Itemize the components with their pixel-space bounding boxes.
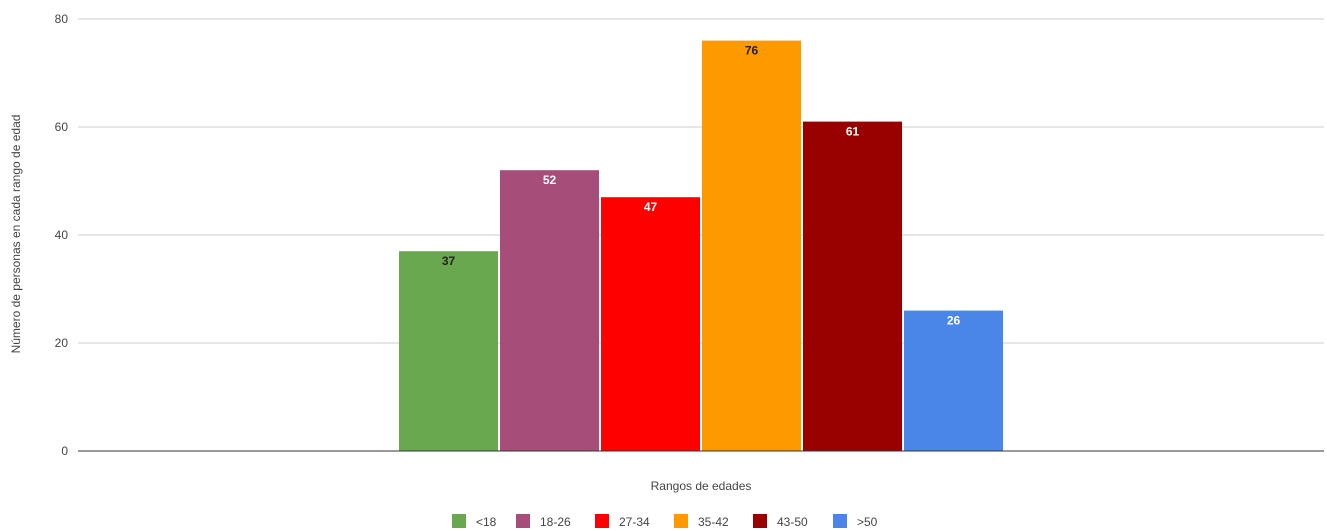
gridlines: [78, 18, 1324, 344]
data-label: 76: [745, 44, 759, 58]
legend-swatch: [674, 514, 688, 528]
legend-label: 35-42: [698, 515, 729, 529]
data-label: 47: [644, 200, 658, 214]
axes: 0 20 40 60 80: [55, 12, 1324, 458]
bar-27-34: [601, 197, 700, 451]
data-label: 52: [543, 173, 557, 187]
y-tick-label: 80: [55, 12, 69, 26]
legend-swatch: [516, 514, 530, 528]
y-tick-label: 40: [55, 228, 69, 242]
legend-swatch: [452, 514, 466, 528]
legend-label: 27-34: [619, 515, 650, 529]
bar-18-26: [500, 170, 599, 451]
data-label: 61: [846, 125, 860, 139]
y-tick-label: 20: [55, 336, 69, 350]
data-label: 37: [442, 254, 456, 268]
x-axis-title: Rangos de edades: [651, 479, 752, 493]
data-label: 26: [947, 314, 961, 328]
bar-43-50: [803, 121, 902, 451]
y-axis-title: Número de personas en cada rango de edad: [9, 115, 23, 354]
legend-swatch: [595, 514, 609, 528]
legend-swatch: [753, 514, 767, 528]
legend-label: 18-26: [540, 515, 571, 529]
data-labels: 37 52 47 76 61 26: [442, 44, 961, 328]
bar-35-42: [702, 40, 801, 451]
legend-swatch: [833, 514, 847, 528]
y-tick-label: 60: [55, 120, 69, 134]
bar-<18: [399, 251, 498, 451]
legend: <18 18-26 27-34 35-42 43-50 >50: [452, 514, 878, 529]
y-tick-label: 0: [61, 444, 68, 458]
bar->50: [904, 310, 1003, 451]
legend-label: 43-50: [777, 515, 808, 529]
legend-label: >50: [857, 515, 878, 529]
bars: [399, 40, 1003, 451]
legend-label: <18: [476, 515, 497, 529]
